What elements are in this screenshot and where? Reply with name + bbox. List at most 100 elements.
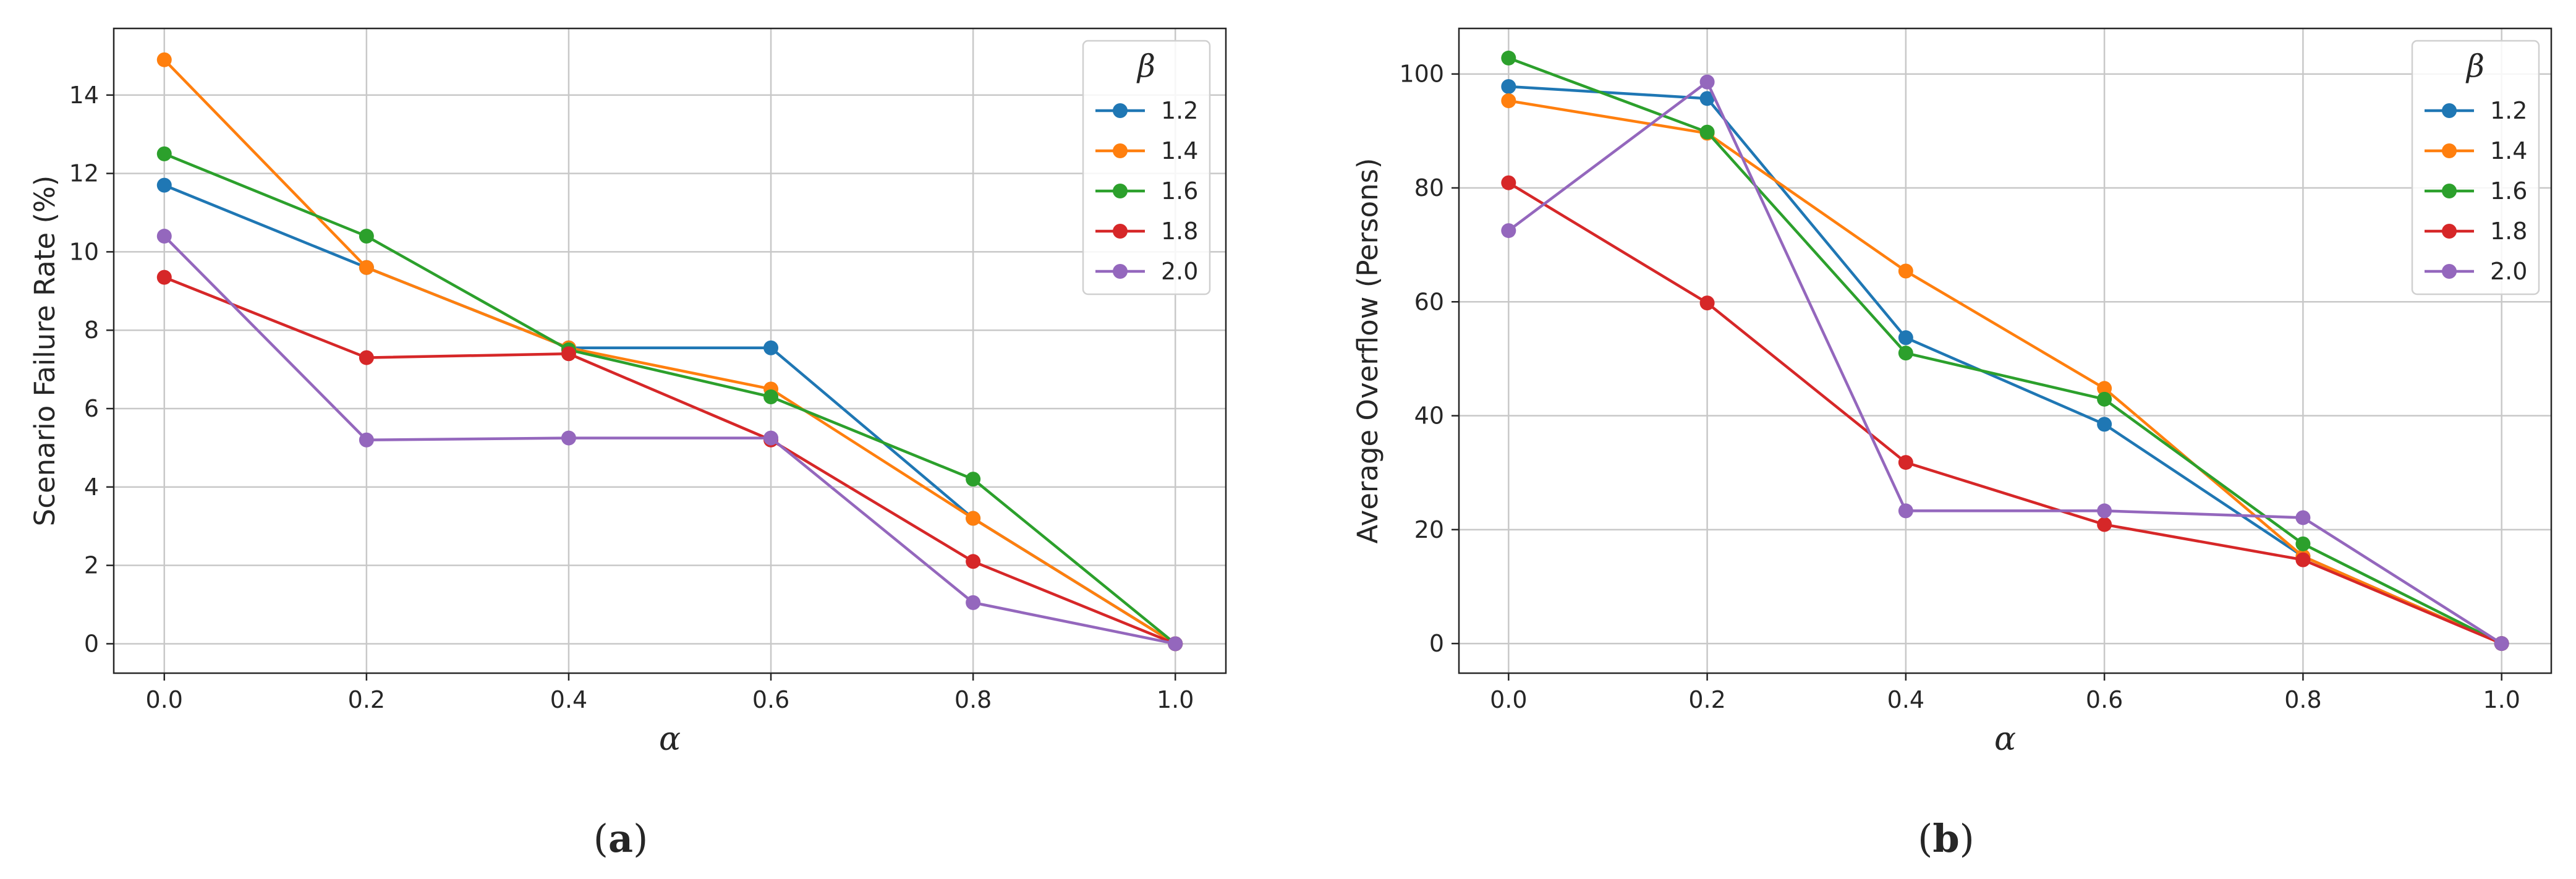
data-point bbox=[1898, 455, 1913, 470]
chart-b: 0.0 0.2 0.4 0.6 0.8 1.0 0 20 40 60 80 100 α Average O… bbox=[1351, 27, 2553, 758]
legend-title: β bbox=[1136, 48, 1155, 84]
subfigure-caption: (b) bbox=[1918, 816, 1975, 861]
series-line bbox=[1507, 80, 2502, 645]
legend-marker bbox=[2442, 103, 2457, 118]
series-2.0 bbox=[1501, 74, 2509, 652]
data-point bbox=[2295, 536, 2311, 551]
y-axis-label: Average Overflow (Persons) bbox=[1351, 158, 1384, 543]
x-tick-label: 0.8 bbox=[2284, 686, 2321, 713]
data-point bbox=[359, 432, 374, 448]
data-point bbox=[2295, 510, 2311, 525]
subfigure-caption: (a) bbox=[593, 816, 648, 861]
data-point bbox=[1501, 175, 1516, 190]
y-tick-label: 12 bbox=[69, 160, 99, 187]
legend: β1.2 1.4 1.6 1.8 2.0 bbox=[1082, 40, 1211, 295]
data-point bbox=[763, 430, 779, 446]
y-tick-label: 0 bbox=[84, 630, 99, 657]
x-tick-label: 0.0 bbox=[146, 686, 183, 713]
data-point bbox=[359, 350, 374, 365]
x-tick-label: 0.6 bbox=[2086, 686, 2123, 713]
x-tick-label: 0.4 bbox=[1887, 686, 1924, 713]
series-2.0 bbox=[156, 229, 1183, 652]
y-tick-label: 80 bbox=[1414, 174, 1444, 202]
series-1.6 bbox=[1501, 50, 2509, 652]
series-line bbox=[1508, 56, 2502, 645]
data-point bbox=[359, 260, 374, 275]
data-point bbox=[966, 472, 981, 487]
series-1.4 bbox=[1501, 93, 2509, 652]
legend-entry-1.8: 1.8 bbox=[2425, 218, 2527, 245]
data-point bbox=[2295, 552, 2311, 567]
data-point bbox=[1898, 346, 1913, 361]
legend-label: 1.4 bbox=[1161, 137, 1198, 164]
x-tick-label: 0.8 bbox=[954, 686, 992, 713]
y-tick-label: 100 bbox=[1399, 61, 1444, 88]
chart-a: 0.0 0.2 0.4 0.6 0.8 1.0 0 2 4 6 8 10 12 14 α Scenario F… bbox=[28, 27, 1227, 758]
legend-title: β bbox=[2465, 48, 2485, 84]
data-point bbox=[1699, 91, 1715, 106]
legend-label: 2.0 bbox=[1161, 258, 1198, 285]
legend-marker bbox=[1113, 224, 1128, 239]
data-point bbox=[156, 177, 172, 193]
data-point bbox=[1501, 79, 1516, 94]
x-tick-label: 0.4 bbox=[550, 686, 587, 713]
legend-label: 1.6 bbox=[1161, 177, 1198, 205]
data-point bbox=[561, 346, 576, 362]
data-point bbox=[561, 430, 576, 446]
data-point bbox=[763, 389, 779, 404]
data-point bbox=[763, 340, 779, 355]
data-point bbox=[156, 146, 172, 161]
series-line bbox=[163, 184, 1176, 645]
data-point bbox=[2494, 636, 2509, 652]
legend-marker bbox=[1113, 143, 1128, 158]
legend-marker bbox=[2442, 264, 2457, 279]
legend-marker bbox=[1113, 103, 1128, 118]
series-line bbox=[163, 152, 1176, 645]
legend-entry-1.6: 1.6 bbox=[1095, 177, 1198, 205]
legend-marker bbox=[1113, 184, 1128, 198]
data-point bbox=[2097, 417, 2112, 432]
series-line bbox=[1508, 181, 2502, 645]
data-point bbox=[1501, 50, 1516, 66]
legend-entry-2.0: 2.0 bbox=[1095, 258, 1198, 285]
legend-label: 1.8 bbox=[2490, 218, 2527, 245]
series-line bbox=[1508, 85, 2502, 645]
legend-marker bbox=[2442, 224, 2457, 239]
data-point bbox=[1699, 295, 1715, 311]
y-tick-label: 2 bbox=[84, 552, 99, 579]
data-point bbox=[966, 595, 981, 610]
legend-marker bbox=[1113, 264, 1128, 279]
series-1.6 bbox=[156, 146, 1183, 652]
data-point bbox=[1699, 74, 1715, 90]
data-point bbox=[1501, 93, 1516, 109]
x-axis-label: α bbox=[659, 721, 681, 758]
plot-frame bbox=[1458, 27, 2553, 674]
legend-label: 2.0 bbox=[2490, 258, 2527, 285]
data-point bbox=[966, 511, 981, 526]
x-tick-label: 0.2 bbox=[1688, 686, 1725, 713]
legend-label: 1.6 bbox=[2490, 177, 2527, 205]
data-point bbox=[2097, 391, 2112, 407]
series-line bbox=[163, 235, 1176, 645]
legend-entry-1.6: 1.6 bbox=[2425, 177, 2527, 205]
data-point bbox=[1168, 636, 1183, 652]
x-axis-label: α bbox=[1994, 721, 2016, 758]
legend-entry-1.4: 1.4 bbox=[2425, 137, 2527, 164]
series-line bbox=[1508, 99, 2502, 645]
y-tick-label: 20 bbox=[1414, 516, 1444, 543]
y-tick-label: 0 bbox=[1429, 630, 1444, 657]
y-tick-label: 40 bbox=[1414, 402, 1444, 430]
legend-label: 1.4 bbox=[2490, 137, 2527, 164]
y-tick-label: 4 bbox=[84, 473, 99, 501]
y-tick-label: 60 bbox=[1414, 288, 1444, 315]
legend-label: 1.2 bbox=[1161, 97, 1198, 124]
data-point bbox=[1898, 263, 1913, 279]
legend-entry-1.2: 1.2 bbox=[2425, 97, 2527, 124]
data-point bbox=[2097, 503, 2112, 519]
legend-label: 1.2 bbox=[2490, 97, 2527, 124]
y-tick-label: 14 bbox=[69, 82, 99, 109]
legend-entry-1.2: 1.2 bbox=[1095, 97, 1198, 124]
series-1.8 bbox=[156, 270, 1183, 652]
series-1.2 bbox=[1501, 79, 2509, 652]
